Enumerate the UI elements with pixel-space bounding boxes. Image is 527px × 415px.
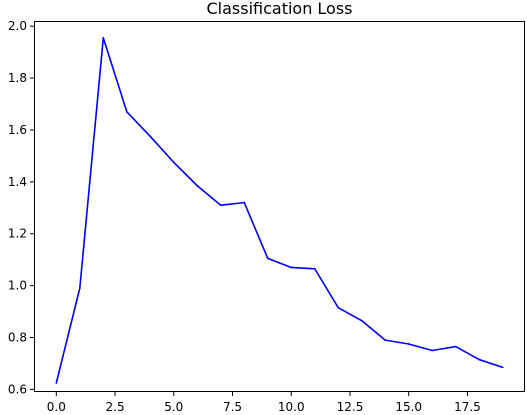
data-point — [501, 366, 504, 369]
data-point — [384, 339, 387, 341]
x-tick-label: 5.0 — [164, 400, 183, 414]
y-tick-label: 1.2 — [8, 227, 27, 241]
series-line-segment — [431, 345, 457, 352]
plot-frame — [34, 21, 525, 392]
series-line-segment — [125, 111, 152, 138]
x-tick-label: 7.5 — [223, 400, 242, 414]
series-layer — [55, 37, 504, 384]
data-point — [125, 111, 128, 113]
series-line-segment — [219, 201, 246, 207]
y-tick-label: 2.0 — [8, 19, 27, 33]
data-point — [454, 345, 457, 348]
x-tick-label: 15.0 — [395, 400, 422, 414]
x-tick-label: 2.5 — [106, 400, 125, 414]
series-line-segment — [172, 161, 199, 187]
y-tick-label: 1.6 — [8, 123, 27, 137]
series-line-segment — [407, 343, 434, 352]
series-line-segment — [313, 267, 340, 309]
y-tick-label: 1.4 — [8, 175, 27, 189]
series-line-segment — [337, 306, 363, 322]
data-point — [149, 135, 152, 138]
data-point — [431, 349, 434, 352]
x-axis: 0.0 2.5 5.0 7.5 10.0 12.5 15.0 17.5 — [47, 392, 481, 414]
x-tick-label: 0.0 — [47, 400, 66, 414]
series-line-segment — [454, 345, 480, 361]
series-line-segment — [102, 37, 128, 113]
data-point — [337, 306, 340, 309]
data-point — [172, 161, 175, 164]
x-tick-label: 17.5 — [454, 400, 481, 414]
series-0 — [55, 37, 504, 384]
data-point — [360, 319, 363, 322]
series-line-segment — [266, 257, 293, 269]
series-line-segment — [360, 319, 387, 341]
data-point — [290, 266, 293, 269]
series-line-segment — [384, 339, 410, 345]
x-tick-label: 12.5 — [337, 400, 364, 414]
y-tick-label: 1.0 — [8, 279, 27, 293]
data-point — [102, 37, 105, 39]
data-point — [243, 201, 246, 204]
data-point — [79, 287, 81, 290]
data-point — [313, 267, 316, 270]
y-axis: 0.6 0.8 1.0 1.2 1.4 1.6 1.8 2.0 — [8, 19, 34, 396]
data-point — [219, 204, 222, 207]
series-line-segment — [243, 201, 269, 260]
series-line-segment — [79, 37, 105, 290]
data-point — [55, 382, 58, 384]
x-tick-label: 10.0 — [278, 400, 305, 414]
series-line-segment — [55, 287, 81, 384]
y-tick-label: 0.8 — [8, 331, 27, 345]
series-line-segment — [478, 358, 504, 369]
chart-title: Classification Loss — [206, 0, 352, 18]
series-line-segment — [149, 135, 175, 164]
data-point — [266, 257, 269, 260]
data-point — [196, 184, 199, 187]
data-point — [478, 358, 480, 361]
series-line-segment — [290, 266, 316, 270]
y-tick-label: 0.6 — [8, 382, 27, 396]
series-line-segment — [196, 184, 222, 207]
plot-area: 0.0 2.5 5.0 7.5 10.0 12.5 15.0 17.5 0.6 0.8 1.0 1.… — [8, 19, 525, 414]
y-tick-label: 1.8 — [8, 71, 27, 85]
data-point — [407, 343, 410, 345]
